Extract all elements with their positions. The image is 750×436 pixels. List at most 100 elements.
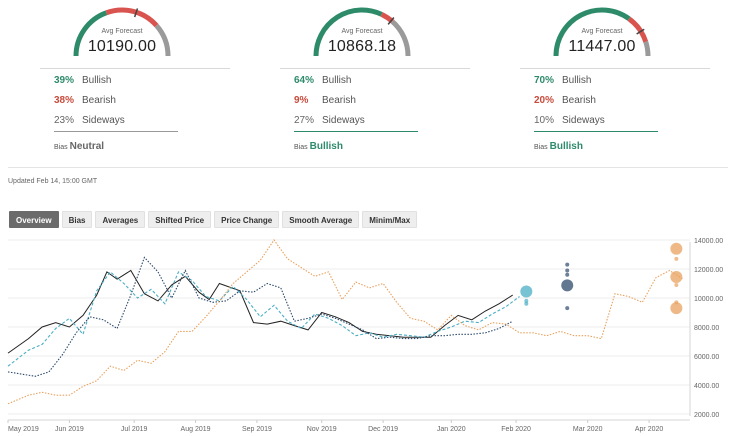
- bias-label: Bias: [54, 144, 68, 151]
- gauge-label: Avg Forecast: [101, 28, 143, 35]
- stat-bullish: 70% Bullish: [534, 75, 658, 95]
- forecast-dot: [565, 272, 570, 277]
- chart-tabs: Overview Bias Averages Shifted Price Pri…: [9, 211, 418, 228]
- stat-sideways: 27% Sideways: [294, 115, 418, 135]
- arc-bearish: [627, 16, 649, 43]
- x-tick-label: Feb 2020: [501, 426, 531, 433]
- series-quarterly: [7, 239, 684, 405]
- gauge-needle: [636, 28, 645, 35]
- updated-timestamp: Updated Feb 14, 15:00 GMT: [8, 178, 98, 185]
- forecast-gauge: Avg Forecast 10868.18: [308, 4, 416, 60]
- gauge-divider: [40, 68, 230, 69]
- forecast-dot: [524, 301, 529, 306]
- gauge-value: 10868.18: [327, 38, 397, 55]
- bias-value: Bullish: [549, 141, 583, 152]
- stat-label: Sideways: [562, 115, 605, 126]
- y-tick-label: 14000.00: [694, 238, 723, 245]
- gauge-value: 11447.00: [568, 38, 636, 55]
- stat-label: Sideways: [82, 115, 125, 126]
- arc-sideways: [390, 19, 411, 57]
- y-tick-label: 10000.00: [694, 296, 723, 303]
- stat-label: Bearish: [322, 95, 356, 106]
- sentiment-stats: 39% Bullish 38% Bearish 23% Sideways: [54, 75, 178, 132]
- y-tick-label: 8000.00: [694, 325, 719, 332]
- arc-bullish: [73, 10, 108, 57]
- x-tick-label: Mar 2020: [573, 426, 603, 433]
- stat-bearish: 38% Bearish: [54, 95, 178, 115]
- bias-summary: Bias Bullish: [534, 141, 583, 152]
- forecast-chart-svg: 14000.00 12000.00 10000.00 8000.00 6000.00 40…: [7, 238, 723, 433]
- forecast-dot: [524, 298, 529, 303]
- tab-price-change[interactable]: Price Change: [214, 211, 280, 228]
- tab-minim-max[interactable]: Minim/Max: [362, 211, 418, 228]
- forecast-panel-month: Avg Forecast 10868.18 64% Bullish 9% Beari…: [280, 0, 470, 160]
- gauge-arc: [313, 7, 411, 57]
- forecast-cluster: [670, 242, 683, 315]
- forecast-panel-week: Avg Forecast 10190.00 39% Bullish 38% Bear…: [40, 0, 230, 160]
- forecast-dot: [674, 256, 679, 261]
- forecast-average-dot: [670, 270, 683, 283]
- stat-label: Bullish: [322, 75, 352, 86]
- arc-bullish: [553, 7, 631, 57]
- x-tick-label: Jul 2019: [121, 426, 148, 433]
- tab-bias[interactable]: Bias: [61, 211, 93, 228]
- x-tick-label: Apr 2020: [635, 426, 664, 433]
- gauge-needle: [387, 16, 395, 25]
- gauge-divider: [520, 68, 710, 69]
- forecast-cluster: [561, 262, 574, 311]
- forecast-cluster: [520, 285, 533, 306]
- bias-underline: [294, 131, 418, 132]
- x-tick-label: Sep 2019: [242, 426, 272, 433]
- forecast-dot: [565, 268, 570, 273]
- stat-sideways: 23% Sideways: [54, 115, 178, 135]
- x-tick-label: Jan 2020: [437, 426, 466, 433]
- stat-pct: 39%: [54, 75, 75, 86]
- forecast-gauge: Avg Forecast 10190.00: [68, 4, 176, 60]
- stat-bullish: 39% Bullish: [54, 75, 178, 95]
- forecast-average-dot: [520, 285, 533, 298]
- gauge-arc: [73, 7, 171, 57]
- tab-shifted-price[interactable]: Shifted Price: [148, 211, 212, 228]
- y-tick-label: 4000.00: [694, 383, 719, 390]
- forecast-panel-quarter: Avg Forecast 11447.00 70% Bullish 20% Bear…: [520, 0, 710, 160]
- gauge-value: 10190.00: [87, 38, 157, 55]
- arc-bearish: [105, 7, 159, 28]
- stat-pct: 70%: [534, 75, 555, 86]
- stat-label: Bullish: [82, 75, 112, 86]
- forecast-gauge: Avg Forecast 11447.00: [548, 4, 656, 60]
- tab-overview[interactable]: Overview: [9, 211, 59, 228]
- series-monthly: [7, 256, 513, 377]
- gauge-label: Avg Forecast: [581, 28, 623, 35]
- stat-pct: 10%: [534, 115, 555, 126]
- arc-sideways: [643, 41, 651, 57]
- x-tick-label: May 2019: [8, 426, 39, 433]
- x-tick-label: Jun 2019: [55, 426, 84, 433]
- gauge-arc: [553, 7, 651, 57]
- forecast-dot: [565, 262, 570, 267]
- arc-bullish: [313, 7, 383, 57]
- arc-sideways: [154, 23, 171, 57]
- bias-underline: [54, 131, 178, 132]
- forecast-average-dot: [670, 302, 683, 315]
- gauge-label: Avg Forecast: [341, 28, 383, 35]
- forecast-dot: [674, 282, 679, 287]
- forecast-dot: [565, 306, 570, 311]
- tab-averages[interactable]: Averages: [95, 211, 146, 228]
- bias-label: Bias: [534, 144, 548, 151]
- series-weekly: [7, 271, 520, 367]
- stat-pct: 9%: [294, 95, 309, 106]
- sentiment-stats: 64% Bullish 9% Bearish 27% Sideways: [294, 75, 418, 132]
- stat-label: Sideways: [322, 115, 365, 126]
- tab-smooth-average[interactable]: Smooth Average: [282, 211, 360, 228]
- arc-bearish: [380, 12, 395, 24]
- x-tick-label: Nov 2019: [307, 426, 337, 433]
- y-tick-label: 2000.00: [694, 412, 719, 419]
- x-tick-label: Aug 2019: [181, 426, 211, 433]
- stat-pct: 23%: [54, 115, 75, 126]
- stat-bullish: 64% Bullish: [294, 75, 418, 95]
- bias-underline: [534, 131, 658, 132]
- gauge-divider: [280, 68, 470, 69]
- stat-pct: 27%: [294, 115, 315, 126]
- y-tick-label: 12000.00: [694, 267, 723, 274]
- bias-value: Bullish: [309, 141, 343, 152]
